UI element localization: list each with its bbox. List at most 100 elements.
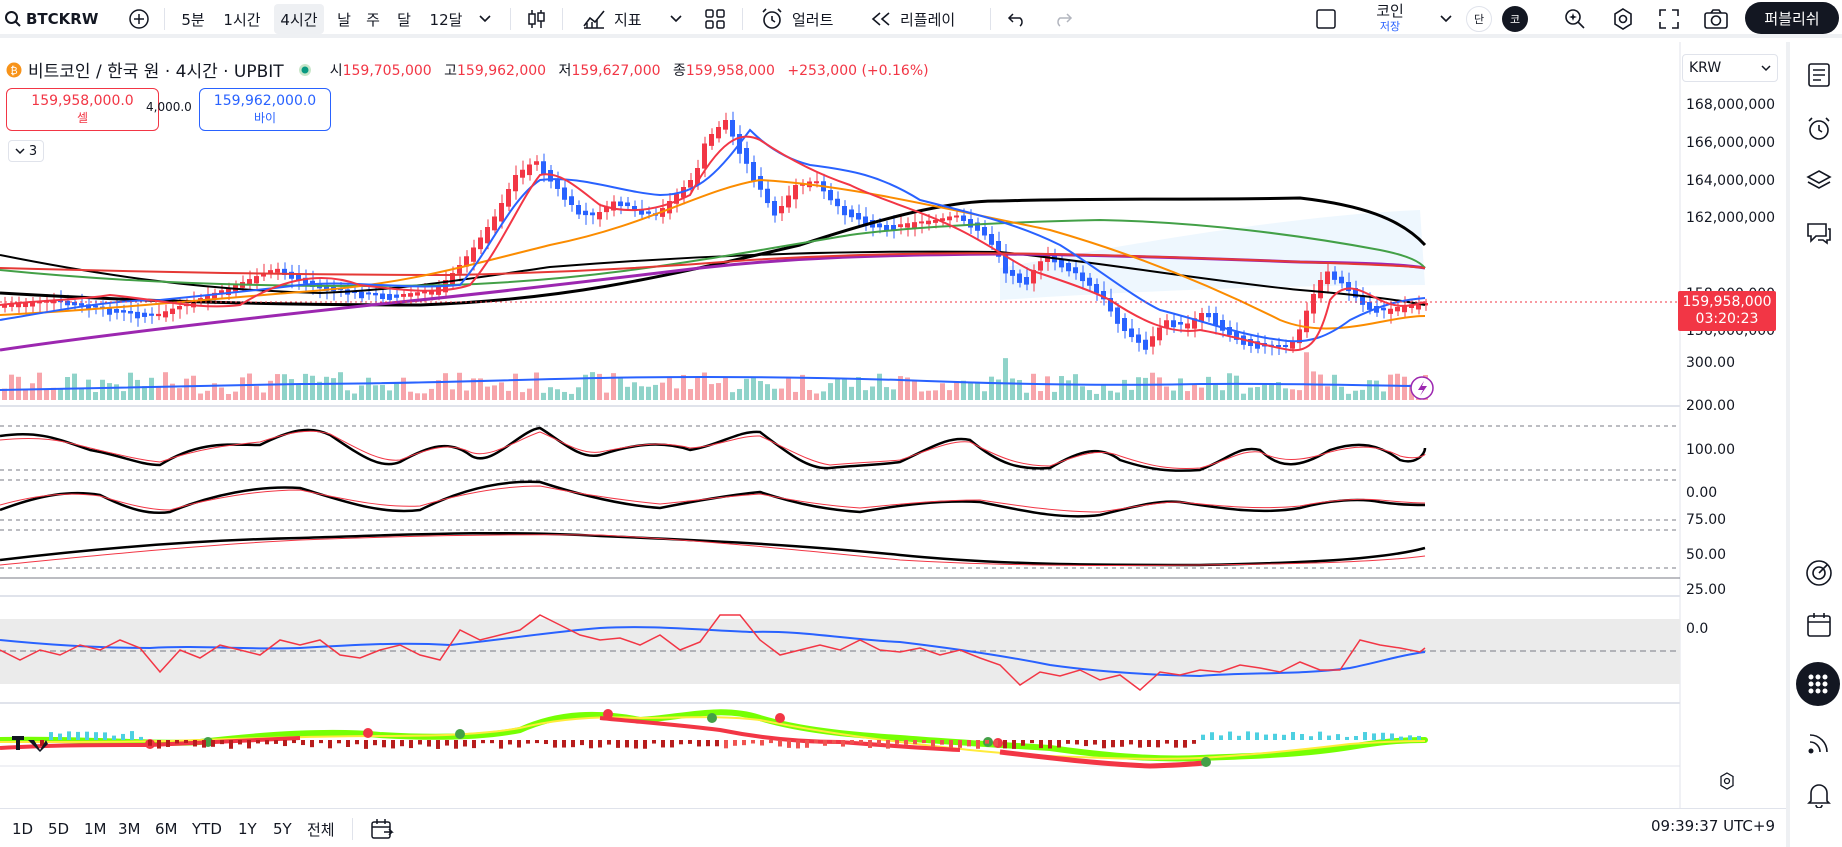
redo-button[interactable] [1048,4,1078,34]
volume-bar [1108,390,1113,400]
candle [989,234,994,245]
buy-button[interactable]: 159,962,000.0 바이 [199,88,331,131]
publish-button[interactable]: 퍼블리쉬 [1745,2,1839,34]
axis-settings-button[interactable] [1718,772,1736,794]
macd-histogram-bar [940,740,944,745]
macd-histogram-bar [103,732,107,740]
object-tree-button[interactable] [1804,166,1834,196]
range-6m[interactable]: 6M [155,820,178,838]
interval-dropdown[interactable] [472,4,498,34]
interval-day[interactable]: 날 [337,10,351,29]
layout-toggle-button[interactable] [1312,4,1340,34]
layout-dropdown[interactable] [1436,4,1456,34]
go-to-date-button[interactable] [370,817,394,841]
range-1y[interactable]: 1Y [238,820,257,838]
macd-histogram-bar [1192,740,1196,744]
target-button[interactable] [1804,558,1834,588]
volume-bar [1395,373,1400,400]
apps-button[interactable] [1796,662,1840,706]
avatar[interactable]: 단 [1466,6,1492,32]
candle [1136,334,1141,343]
volume-bar [562,391,567,400]
undo-button[interactable] [1002,4,1032,34]
volume-bar [422,393,427,400]
candle [1178,322,1183,325]
volume-bar [219,387,224,400]
macd-histogram-bar [175,740,179,744]
volume-bar [1304,352,1309,400]
macd-histogram-bar [823,740,827,746]
volume-bar [821,391,826,400]
add-circle-icon [128,8,150,30]
avatar[interactable]: 코 [1502,6,1528,32]
volume-bar [373,385,378,400]
currency-select[interactable]: KRW [1682,54,1778,82]
quick-search-button[interactable] [1560,4,1590,34]
chart-area[interactable]: ₿ 비트코인 / 한국 원 · 4시간 · UPBIT 시159,705,000… [0,42,1786,808]
alerts-button[interactable] [1804,114,1834,144]
symbol-search[interactable]: BTCKRW [4,4,104,34]
settings-button[interactable] [1608,4,1638,34]
range-ytd[interactable]: YTD [192,820,222,838]
price-chart[interactable] [0,42,1786,808]
interval-week[interactable]: 주 [366,10,380,29]
candle [366,292,371,295]
fullscreen-button[interactable] [1654,4,1684,34]
candle [1066,263,1071,272]
interval-month[interactable]: 달 [397,10,411,29]
macd-histogram-bar [1354,735,1358,740]
volume-bar [1346,393,1351,400]
candle [156,313,161,317]
chat-button[interactable] [1804,218,1834,248]
range-all[interactable]: 전체 [307,820,335,839]
volume-bar [793,391,798,400]
volume-bar [1031,373,1036,400]
notifications-button[interactable] [1804,780,1834,810]
alert-button[interactable]: 얼러트 [760,4,860,34]
volume-bar [268,380,273,400]
candle [1353,288,1358,298]
candle [170,308,175,314]
templates-button[interactable] [700,4,730,34]
volume-bar [387,390,392,400]
interval-1h[interactable]: 1시간 [223,10,261,29]
candle [9,303,14,307]
interval-12month[interactable]: 12달 [429,10,463,29]
volume-bar [296,384,301,400]
candle [562,187,567,200]
macd-histogram-bar [292,740,296,744]
macd-histogram-bar [1039,740,1043,749]
calendar-button[interactable] [1804,610,1834,640]
sell-button[interactable]: 159,958,000.0 셀 [6,88,159,131]
macd-histogram-bar [409,740,413,749]
close-label: 종 [672,62,686,79]
volume-bar [653,384,658,400]
range-1d[interactable]: 1D [12,820,34,838]
candle [667,201,672,214]
osc1-axis-label: 100.00 [1686,442,1735,458]
replay-button[interactable]: 리플레이 [870,4,980,34]
symbol-title[interactable]: 비트코인 / 한국 원 · 4시간 · UPBIT [28,62,284,82]
candle [373,292,378,296]
interval-5m[interactable]: 5분 [181,10,205,29]
range-5y[interactable]: 5Y [273,820,292,838]
indicators-dropdown[interactable] [664,4,688,34]
layout-name-button[interactable]: 코인 저장 [1360,3,1420,34]
candle [884,225,889,231]
volume-bar [1094,393,1099,400]
compare-symbol-button[interactable] [124,4,154,34]
range-5d[interactable]: 5D [48,820,70,838]
macd-histogram-bar [1291,732,1295,740]
interval-4h[interactable]: 4시간 [274,4,324,34]
signal-button[interactable] [1804,728,1834,758]
range-1m[interactable]: 1M [84,820,107,838]
legend-collapse-button[interactable]: 3 [8,140,44,162]
watchlist-button[interactable] [1804,60,1834,90]
clock-timezone[interactable]: 09:39:37 UTC+9 [1651,817,1775,835]
volume-bar [310,375,315,400]
snapshot-button[interactable] [1700,4,1732,34]
range-3m[interactable]: 3M [118,820,141,838]
chart-type-button[interactable] [522,4,550,34]
indicators-button[interactable]: 지표 [582,4,682,34]
volume-bar [1374,380,1379,400]
